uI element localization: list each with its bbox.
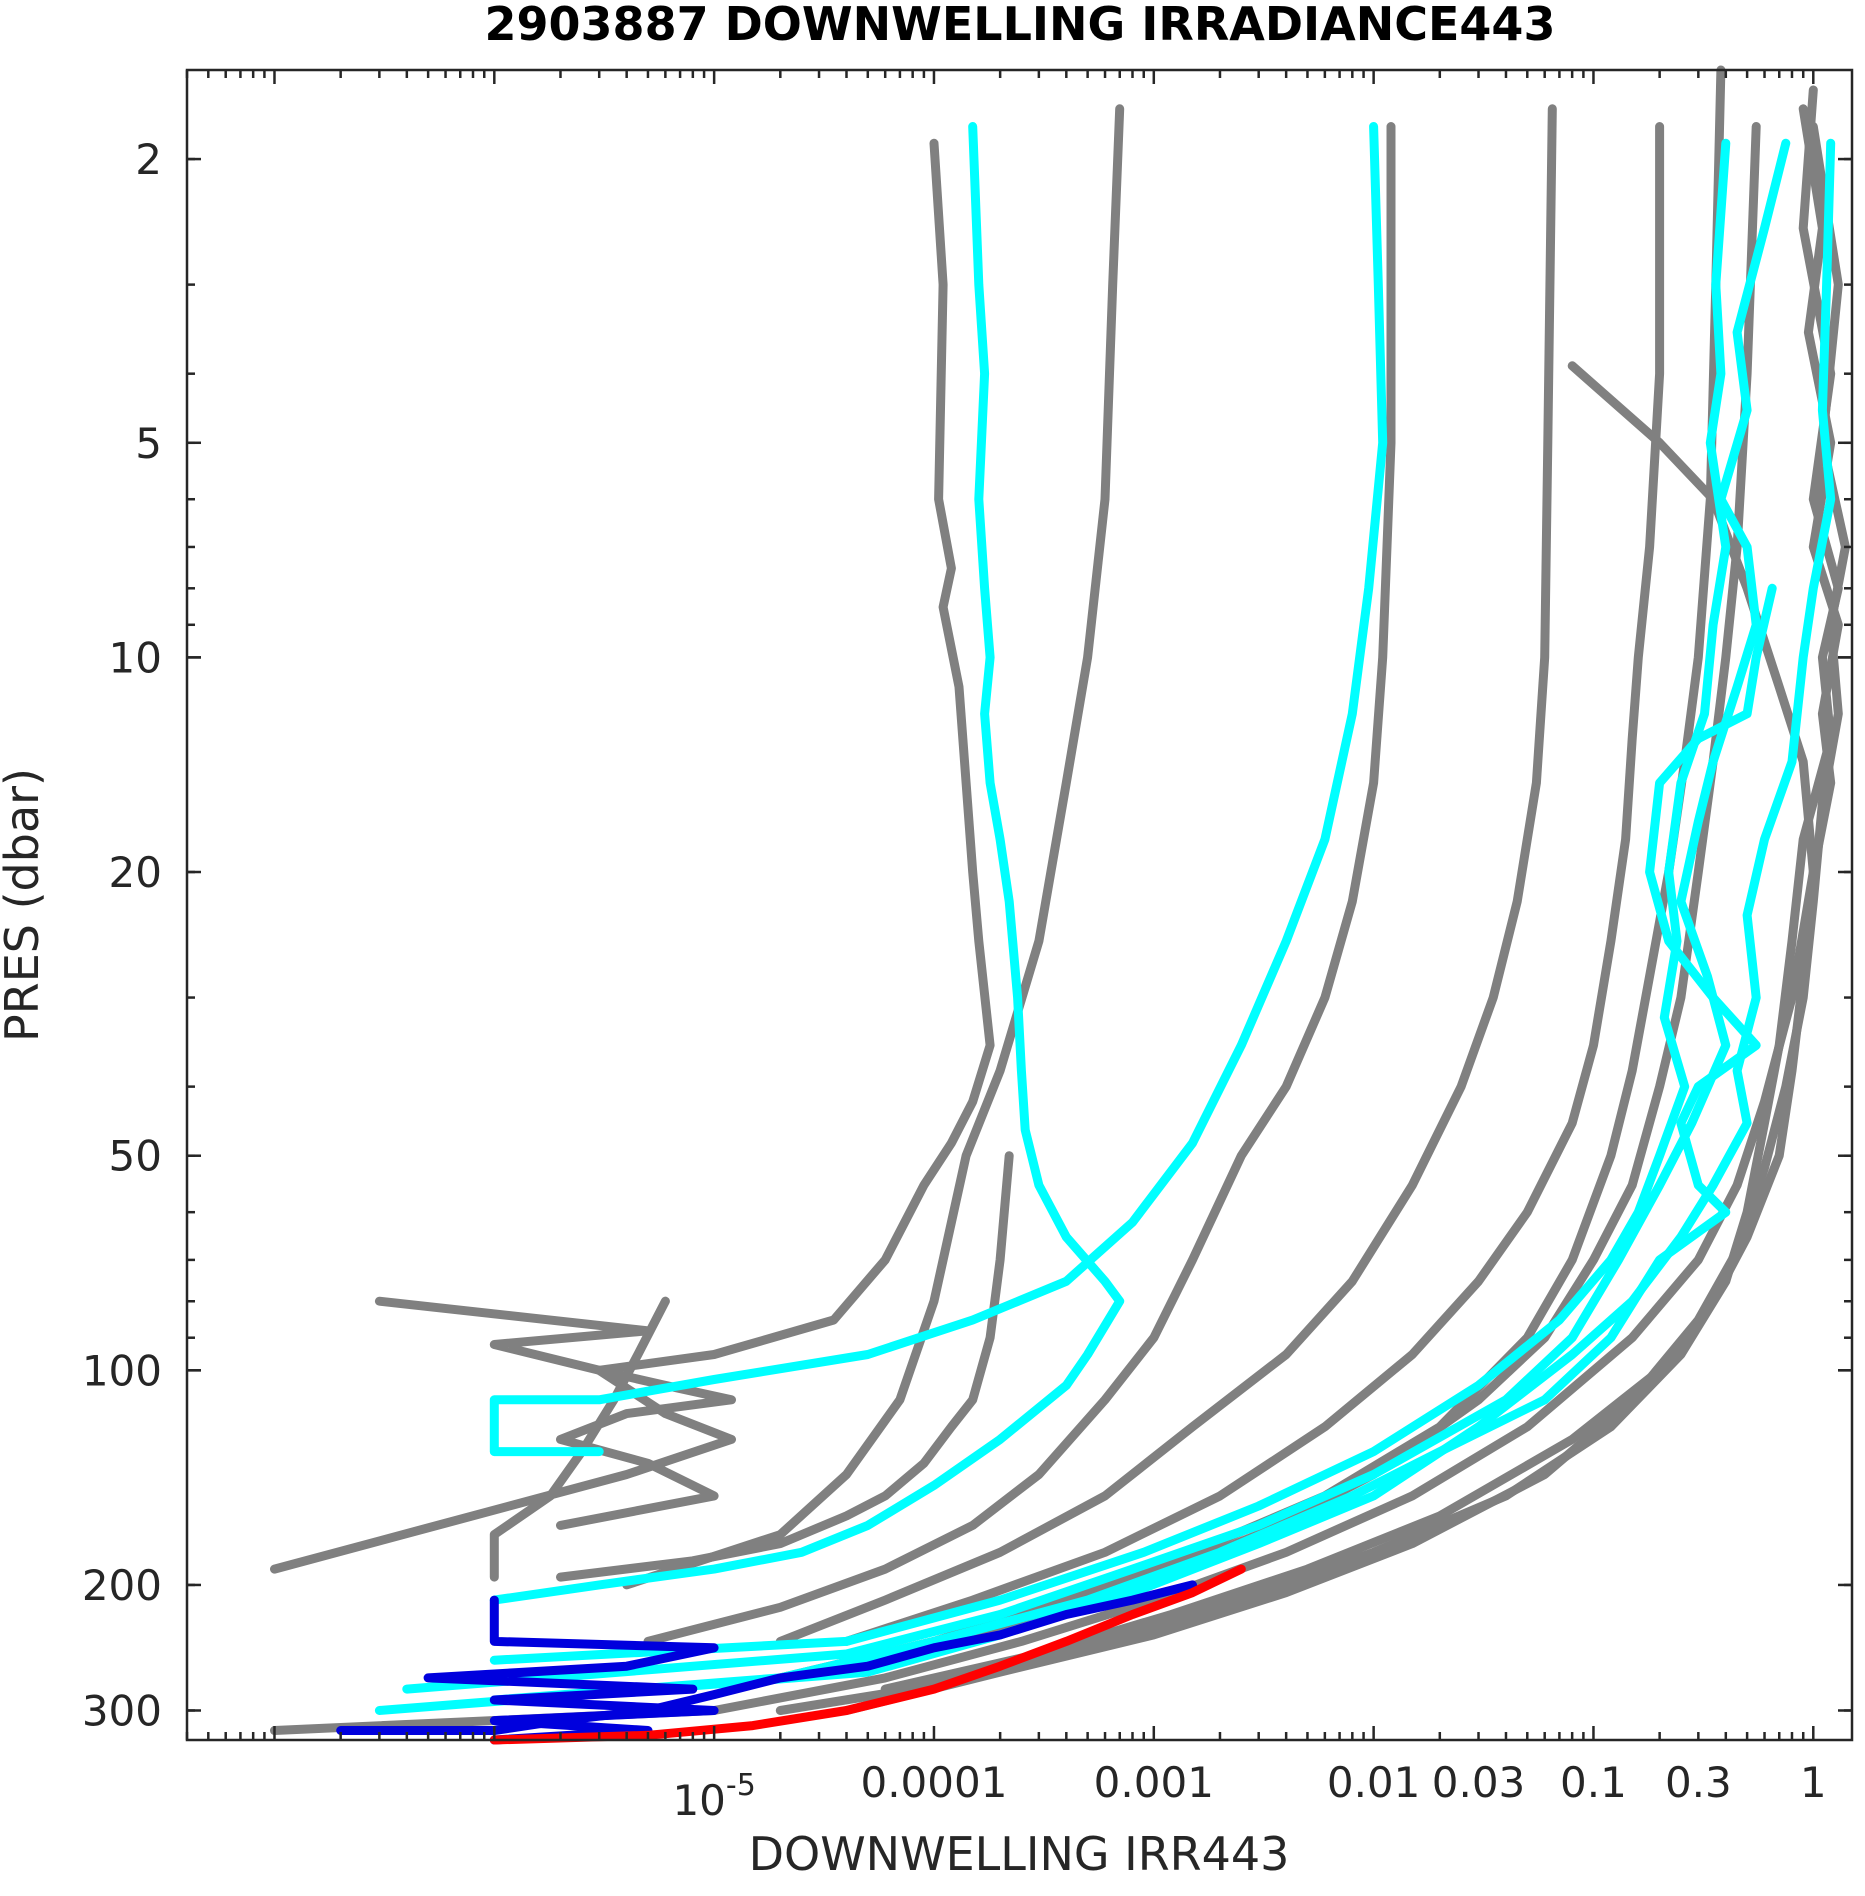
profile-line-gray-13 (374, 1296, 736, 1530)
x-tick-label: 0.1 (1560, 1758, 1627, 1807)
profile-line-cyan-19 (489, 583, 1777, 1705)
x-tick-label: 0.03 (1432, 1758, 1526, 1807)
profile-line-cyan-15 (489, 122, 1388, 1457)
profile-line-gray-0 (270, 138, 995, 1574)
plot-area (270, 65, 1850, 1745)
y-tick-label: 200 (82, 1561, 162, 1610)
profile-line-red-22 (489, 1564, 1246, 1745)
x-axis-label: DOWNWELLING IRR443 (749, 1827, 1290, 1881)
profile-line-cyan-18 (374, 138, 1836, 1715)
profile-line-gray-3 (643, 122, 1396, 1646)
profile-line-gray-7 (775, 65, 1726, 1683)
y-tick-label: 50 (109, 1132, 162, 1181)
profile-line-gray-11 (842, 122, 1850, 1715)
profile-line-cyan-14 (489, 122, 1125, 1605)
y-tick-label: 100 (82, 1346, 162, 1395)
y-tick-labels: 2 5 10 20 50 100 200 300 (82, 135, 162, 1735)
y-tick-label: 10 (109, 633, 162, 682)
y-tick-label: 2 (135, 135, 162, 184)
chart-title: 2903887 DOWNWELLING IRRADIANCE443 (485, 0, 1556, 51)
x-tick-labels: 10-5 0.0001 0.001 0.01 0.03 0.1 0.3 1 (672, 1758, 1826, 1825)
x-tick-label: 0.3 (1665, 1758, 1732, 1807)
y-axis-label: PRES (dbar) (0, 768, 49, 1042)
y-tick-label: 20 (109, 848, 162, 897)
x-tick-label: 0.0001 (860, 1758, 1007, 1807)
profile-line-gray-5 (842, 122, 1665, 1646)
profile-line-cyan-16 (489, 138, 1731, 1665)
axes-frame (185, 68, 1854, 1742)
axis-ticks (185, 70, 1852, 1740)
x-tick-label: 10-5 (672, 1768, 755, 1825)
profile-line-blue-21 (423, 1595, 719, 1745)
profile-line-gray-1 (622, 104, 1125, 1590)
profile-line-gray-4 (775, 104, 1557, 1646)
profile-line-cyan-17 (402, 138, 1791, 1694)
x-tick-label: 1 (1800, 1758, 1827, 1807)
y-tick-label: 5 (135, 419, 162, 468)
x-tick-label: 0.001 (1094, 1758, 1214, 1807)
x-tick-label: 0.01 (1327, 1758, 1421, 1807)
y-tick-label: 300 (82, 1686, 162, 1735)
